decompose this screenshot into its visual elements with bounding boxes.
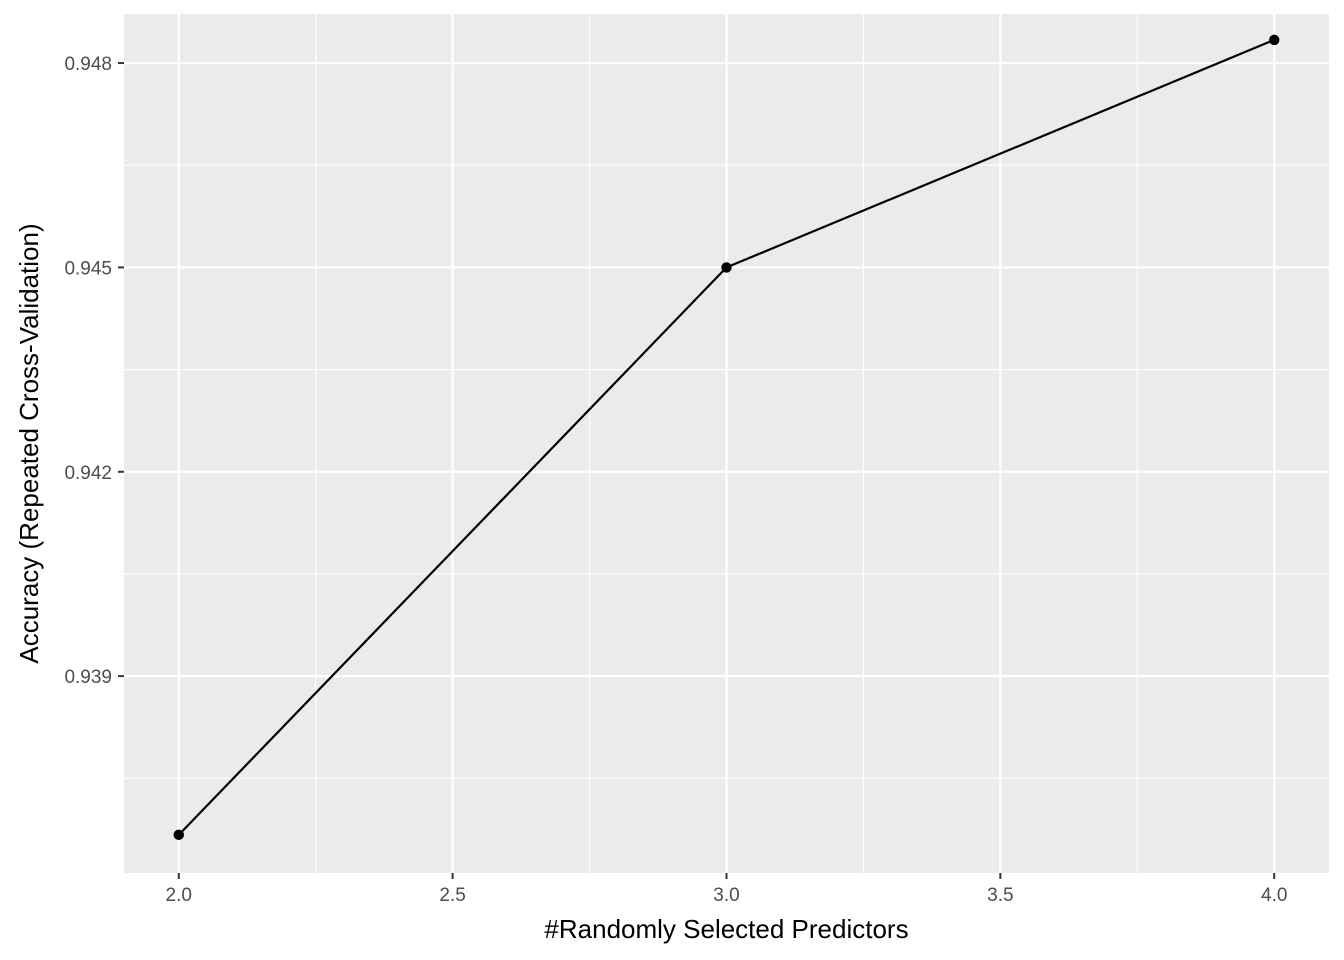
x-axis: 2.0 2.5 3.0 3.5 4.0 (166, 873, 1287, 906)
y-tick-label: 0.945 (64, 258, 112, 279)
y-axis-title: Accuracy (Repeated Cross-Validation) (14, 223, 44, 663)
y-tick-label: 0.948 (64, 54, 112, 75)
y-tick-label: 0.942 (64, 463, 112, 484)
x-tick-label: 3.5 (987, 885, 1013, 906)
x-tick-label: 2.5 (439, 885, 465, 906)
x-tick-label: 3.0 (713, 885, 739, 906)
data-point (173, 829, 184, 841)
major-gridlines (124, 14, 1329, 873)
y-axis: 0.939 0.942 0.945 0.948 (64, 54, 124, 688)
y-tick-label: 0.939 (64, 667, 112, 688)
x-tick-label: 4.0 (1261, 885, 1287, 906)
x-axis-title: #Randomly Selected Predictors (544, 914, 908, 944)
data-point (721, 262, 732, 273)
data-point (1269, 34, 1280, 46)
series-layer (173, 34, 1280, 841)
x-tick-label: 2.0 (166, 885, 192, 906)
